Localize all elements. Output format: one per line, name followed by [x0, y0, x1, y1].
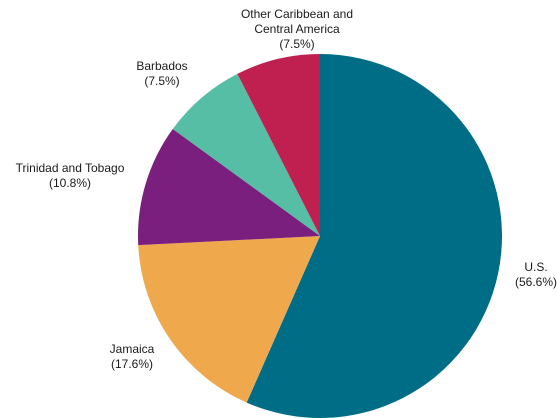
slice-barbados: [172, 73, 320, 236]
label-line: Central America: [254, 22, 340, 36]
slice-labels: U.S. (56.6%) Jamaica (17.6%) Trinidad and To…: [16, 7, 557, 371]
label-line: (7.5%): [144, 74, 179, 88]
label-jamaica: Jamaica (17.6%): [110, 342, 155, 371]
label-line: U.S.: [524, 260, 547, 274]
label-line: Trinidad and Tobago: [16, 161, 125, 175]
label-line: Barbados: [136, 59, 187, 73]
slice-trinidad-and-tobago: [138, 129, 320, 246]
slice-jamaica: [138, 236, 320, 403]
label-trinidad-and-tobago: Trinidad and Tobago (10.8%): [16, 161, 125, 190]
label-barbados: Barbados (7.5%): [136, 59, 187, 88]
pie-slices: [138, 54, 502, 418]
label-line: Jamaica: [110, 342, 155, 356]
label-us: U.S. (56.6%): [515, 260, 557, 289]
slice-us: [246, 54, 502, 418]
label-line: (17.6%): [111, 357, 153, 371]
label-other-caribbean-central-america: Other Caribbean and Central America (7.5%): [241, 7, 353, 51]
label-line: (56.6%): [515, 275, 557, 289]
slice-other-caribbean-central-america: [237, 54, 320, 236]
label-line: Other Caribbean and: [241, 7, 353, 21]
label-line: (10.8%): [49, 176, 91, 190]
label-line: (7.5%): [279, 37, 314, 51]
